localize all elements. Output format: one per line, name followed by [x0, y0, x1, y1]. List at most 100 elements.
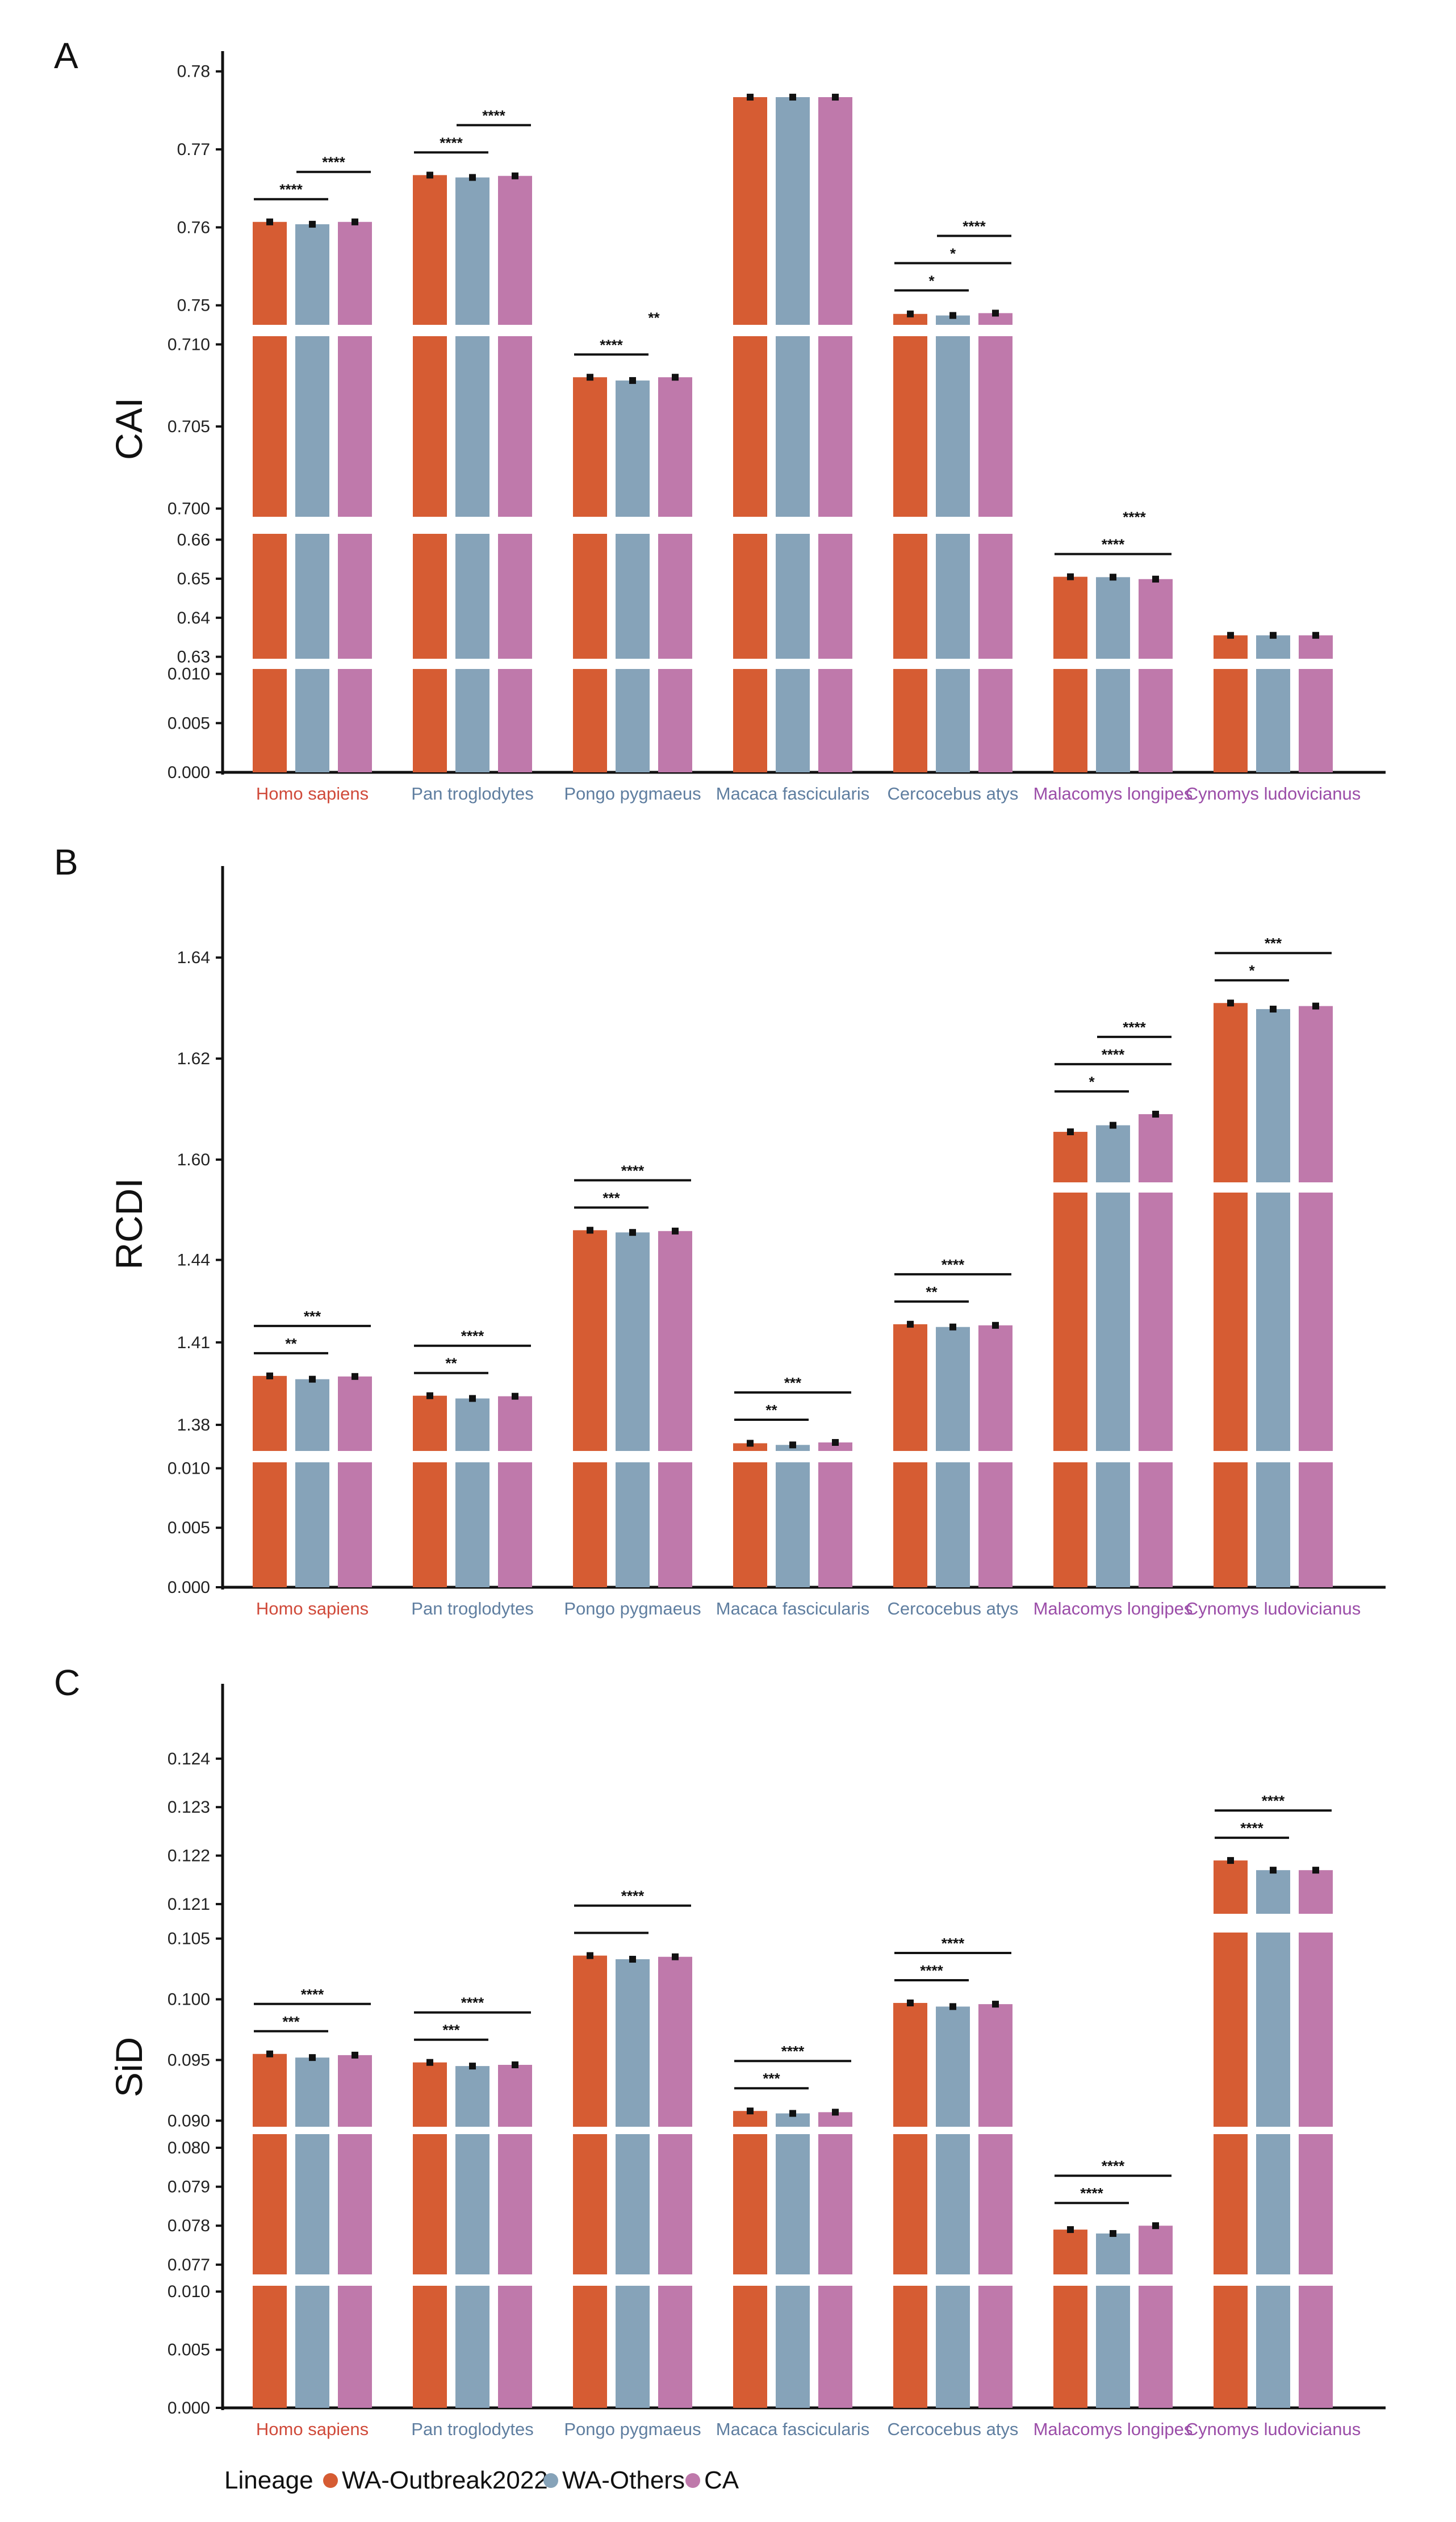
significance-label: *	[950, 245, 956, 262]
error-bar	[512, 172, 518, 179]
bar-piece	[1139, 2286, 1173, 2408]
bar-C-1-1	[455, 2063, 489, 2408]
panel-letter: B	[54, 842, 78, 883]
x-tick-label: Pan troglodytes	[411, 2419, 533, 2439]
bar-C-0-2	[338, 2051, 372, 2408]
error-bar	[832, 2109, 839, 2116]
bar-C-5-1	[1096, 2230, 1130, 2408]
bar-piece	[1256, 1462, 1290, 1587]
bar-piece	[295, 2134, 329, 2274]
x-tick-label: Cercocebus atys	[888, 784, 1019, 804]
bar-piece	[253, 2134, 287, 2274]
y-tick-label: 0.077	[168, 2256, 210, 2274]
error-bar	[1312, 1002, 1319, 1010]
bar-piece	[616, 380, 650, 517]
bar-piece	[1256, 1933, 1290, 2127]
bar-piece	[893, 336, 927, 517]
bar-piece	[776, 2134, 810, 2274]
y-tick-label: 0.010	[168, 2282, 210, 2301]
significance-bracket: **	[617, 309, 691, 329]
significance-label: ****	[1102, 2157, 1125, 2174]
significance-label: **	[926, 1283, 938, 1300]
error-bar	[1270, 631, 1277, 639]
bar-piece	[455, 2134, 489, 2274]
bar-piece	[978, 1462, 1012, 1587]
significance-bracket: *	[894, 272, 969, 292]
error-bar	[907, 310, 914, 317]
y-tick-label: 0.700	[168, 500, 210, 518]
y-tick-label: 0.75	[177, 296, 210, 315]
significance-label: ***	[304, 1308, 321, 1325]
bar-piece	[573, 1230, 607, 1451]
bar-piece	[1053, 2286, 1087, 2408]
significance-bracket: ****	[894, 1962, 969, 1981]
significance-label: **	[285, 1335, 297, 1352]
bar-piece	[455, 1462, 489, 1587]
bar-piece	[818, 1462, 852, 1587]
y-tick-label: 0.080	[168, 2139, 210, 2157]
bar-piece	[1096, 1125, 1130, 1182]
significance-bracket: ****	[414, 1994, 531, 2014]
significance-bracket: ****	[1215, 1820, 1289, 1839]
significance-label: ****	[781, 2043, 805, 2060]
bar-piece	[413, 2062, 447, 2127]
bar-B-1-1	[455, 1395, 489, 1587]
bar-piece	[1214, 1003, 1248, 1182]
bar-piece	[893, 1324, 927, 1451]
significance-label: ****	[322, 154, 345, 171]
bar-piece	[893, 2002, 927, 2127]
axis-break-gap	[225, 2276, 1388, 2285]
bar-C-2-1	[616, 1956, 650, 2408]
bar-piece	[1299, 1193, 1333, 1451]
bar-piece	[1214, 1193, 1248, 1451]
bar-piece	[733, 1443, 767, 1451]
bar-piece	[978, 2004, 1012, 2127]
x-tick-label: Malacomys longipes	[1034, 784, 1193, 804]
significance-bracket: ****	[574, 1162, 691, 1182]
significance-label: *	[1249, 962, 1255, 979]
bar-piece	[1214, 635, 1248, 659]
y-tick-label: 0.77	[177, 140, 210, 159]
bar-A-0-0	[253, 218, 287, 772]
bar-piece	[573, 2286, 607, 2408]
error-bar	[469, 2063, 476, 2070]
bar-piece	[253, 2286, 287, 2408]
bar-piece	[776, 97, 810, 325]
x-tick-label: Cercocebus atys	[888, 1599, 1019, 1618]
bar-piece	[1139, 1114, 1173, 1182]
significance-label: ****	[1123, 1019, 1146, 1036]
significance-bracket: ****	[296, 154, 371, 173]
bar-A-6-2	[1299, 631, 1333, 772]
error-bar	[789, 1441, 796, 1449]
bar-piece	[818, 97, 852, 325]
significance-bracket: ****	[894, 1935, 1011, 1954]
error-bar	[832, 94, 839, 101]
error-bar	[587, 1952, 593, 1959]
bar-piece	[295, 224, 329, 325]
bar-B-2-0	[573, 1227, 607, 1587]
x-tick-label: Homo sapiens	[256, 784, 369, 804]
bar-piece	[936, 669, 970, 772]
bar-piece	[338, 2055, 372, 2127]
bar-piece	[818, 1442, 852, 1451]
error-bar	[1227, 999, 1234, 1007]
bar-B-4-0	[893, 1320, 927, 1587]
bar-B-1-0	[413, 1392, 447, 1587]
bar-B-3-0	[733, 1440, 767, 1587]
x-tick-label: Homo sapiens	[256, 1599, 369, 1618]
bar-A-4-0	[893, 310, 927, 772]
legend-swatch	[323, 2473, 338, 2488]
x-tick-label: Cercocebus atys	[888, 2419, 1019, 2439]
error-bar	[469, 174, 476, 181]
y-tick-label: 0.65	[177, 570, 210, 588]
significance-label: ****	[461, 1328, 484, 1345]
bar-piece	[338, 2286, 372, 2408]
y-tick-label: 0.78	[177, 62, 210, 81]
significance-label: *	[928, 272, 935, 289]
bar-piece	[1299, 1933, 1333, 2127]
bar-piece	[1096, 577, 1130, 659]
error-bar	[266, 2050, 273, 2057]
bar-piece	[253, 1375, 287, 1451]
bar-piece	[1096, 2286, 1130, 2408]
error-bar	[1110, 2230, 1116, 2237]
